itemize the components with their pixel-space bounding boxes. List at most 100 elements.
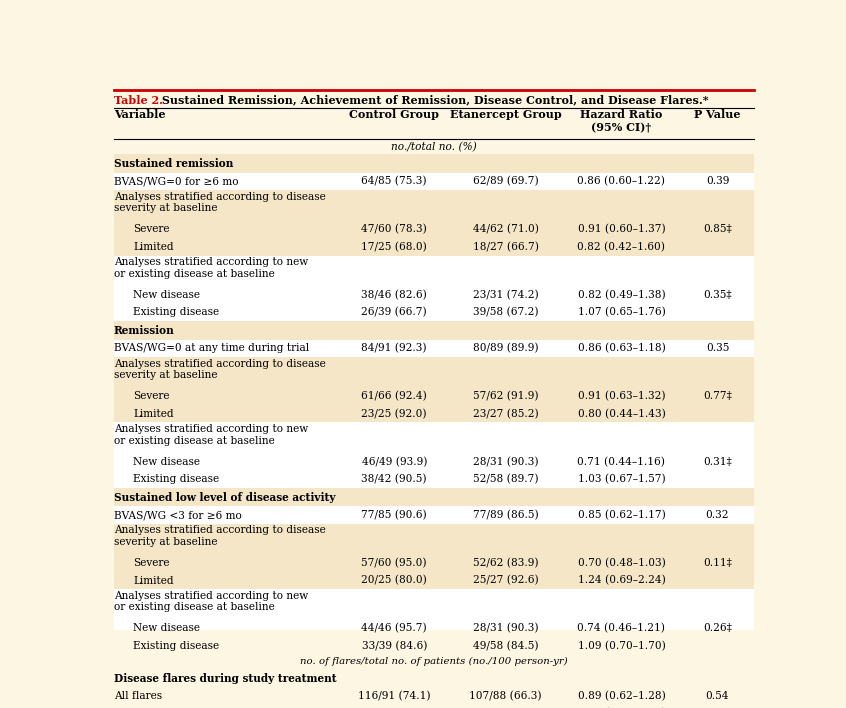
Text: 25/27 (92.6): 25/27 (92.6) [473,576,539,586]
Text: 1.03 (0.67–1.57): 1.03 (0.67–1.57) [578,474,665,484]
Text: Etanercept Group: Etanercept Group [450,110,562,120]
Bar [113,572,754,589]
Text: BVAS/WG=0 for ≥6 mo: BVAS/WG=0 for ≥6 mo [113,176,238,186]
Text: 49/58 (84.5): 49/58 (84.5) [473,641,538,651]
Text: 0.32: 0.32 [706,510,729,520]
Text: 20/25 (80.0): 20/25 (80.0) [361,576,427,586]
Bar [113,173,754,190]
Text: Control Group: Control Group [349,110,439,120]
Text: 62/89 (69.7): 62/89 (69.7) [473,176,539,187]
Bar [113,387,754,405]
Text: 52/58 (89.7): 52/58 (89.7) [473,474,538,484]
Text: 18/27 (66.7): 18/27 (66.7) [473,241,539,252]
Text: 77/89 (86.5): 77/89 (86.5) [473,510,539,520]
Text: 23/31 (74.2): 23/31 (74.2) [473,290,539,300]
Text: 44/46 (95.7): 44/46 (95.7) [361,623,427,634]
Text: 0.71 (0.44–1.16): 0.71 (0.44–1.16) [578,457,665,467]
Text: Analyses stratified according to disease
severity at baseline: Analyses stratified according to disease… [113,525,326,547]
Text: 0.85 (0.62–1.17): 0.85 (0.62–1.17) [578,510,665,520]
Text: 0.11‡: 0.11‡ [703,558,732,568]
Bar [113,524,754,554]
Bar [113,687,754,704]
Text: 0.82 (0.42–1.60): 0.82 (0.42–1.60) [578,241,665,252]
Text: Limited: Limited [134,242,174,252]
Bar [113,554,754,572]
Bar [113,488,754,506]
Text: 0.80 (0.44–1.43): 0.80 (0.44–1.43) [578,409,665,419]
Text: Variable: Variable [113,110,165,120]
Bar [113,704,754,708]
Bar [113,506,754,524]
Text: 38/42 (90.5): 38/42 (90.5) [361,474,427,484]
Bar [113,154,754,173]
Text: Sustained low level of disease activity: Sustained low level of disease activity [113,491,335,503]
Text: 0.89 (0.62–1.28): 0.89 (0.62–1.28) [578,691,665,701]
Text: Existing disease: Existing disease [134,307,219,317]
Bar [113,669,754,687]
Text: 0.35‡: 0.35‡ [703,290,732,300]
Text: 0.85‡: 0.85‡ [703,224,732,234]
Text: 0.86 (0.63–1.18): 0.86 (0.63–1.18) [578,343,665,353]
Bar [113,357,754,387]
Bar [113,405,754,423]
Text: New disease: New disease [134,624,201,634]
Text: no./total no. (%): no./total no. (%) [391,142,476,152]
Text: Table 2.: Table 2. [113,95,162,105]
Text: no. of flares/total no. of patients (no./100 person-yr): no. of flares/total no. of patients (no.… [299,657,568,666]
Bar [113,190,754,221]
Text: 0.91 (0.63–1.32): 0.91 (0.63–1.32) [578,391,665,401]
Text: 1.24 (0.69–2.24): 1.24 (0.69–2.24) [578,576,665,586]
Text: Analyses stratified according to disease
severity at baseline: Analyses stratified according to disease… [113,359,326,380]
Text: Limited: Limited [134,409,174,418]
Text: 46/49 (93.9): 46/49 (93.9) [361,457,427,467]
Bar [113,423,754,453]
Bar [113,620,754,637]
Text: 107/88 (66.3): 107/88 (66.3) [470,691,542,701]
Bar [113,589,754,620]
Text: 1.09 (0.70–1.70): 1.09 (0.70–1.70) [578,641,665,651]
Text: 17/25 (68.0): 17/25 (68.0) [361,241,427,252]
Bar [113,256,754,286]
Text: 0.39: 0.39 [706,176,729,186]
Text: 57/60 (95.0): 57/60 (95.0) [361,558,427,569]
Text: 0.31‡: 0.31‡ [703,457,732,467]
Text: 23/27 (85.2): 23/27 (85.2) [473,409,539,419]
Bar [113,304,754,321]
Text: 64/85 (75.3): 64/85 (75.3) [361,176,427,187]
Bar [113,221,754,238]
Text: 26/39 (66.7): 26/39 (66.7) [361,307,427,317]
Bar [113,321,754,340]
Text: New disease: New disease [134,457,201,467]
Bar [113,238,754,256]
Text: Analyses stratified according to new
or existing disease at baseline: Analyses stratified according to new or … [113,591,308,612]
Text: 0.86 (0.60–1.22): 0.86 (0.60–1.22) [578,176,665,187]
Text: 33/39 (84.6): 33/39 (84.6) [361,641,427,651]
Text: New disease: New disease [134,290,201,300]
Text: Analyses stratified according to new
or existing disease at baseline: Analyses stratified according to new or … [113,257,308,279]
Text: 0.77‡: 0.77‡ [703,392,732,401]
Text: 39/58 (67.2): 39/58 (67.2) [473,307,538,317]
Text: 0.54: 0.54 [706,691,729,701]
Text: Remission: Remission [113,325,174,336]
Text: 28/31 (90.3): 28/31 (90.3) [473,623,538,634]
Text: 23/25 (92.0): 23/25 (92.0) [361,409,427,419]
Bar [113,637,754,655]
Text: 0.74 (0.46–1.21): 0.74 (0.46–1.21) [578,623,665,634]
Text: Hazard Ratio
(95% CI)†: Hazard Ratio (95% CI)† [580,110,662,133]
Text: 1.07 (0.65–1.76): 1.07 (0.65–1.76) [578,307,665,317]
Text: Sustained remission: Sustained remission [113,158,233,169]
Text: Analyses stratified according to disease
severity at baseline: Analyses stratified according to disease… [113,192,326,213]
Text: 57/62 (91.9): 57/62 (91.9) [473,391,538,401]
Text: 44/62 (71.0): 44/62 (71.0) [473,224,539,234]
Text: 38/46 (82.6): 38/46 (82.6) [361,290,427,300]
Text: Sustained Remission, Achievement of Remission, Disease Control, and Disease Flar: Sustained Remission, Achievement of Remi… [158,95,709,105]
Text: 0.26‡: 0.26‡ [703,624,732,634]
Text: Severe: Severe [134,224,170,234]
Bar [113,340,754,357]
Text: Severe: Severe [134,558,170,568]
Text: Existing disease: Existing disease [134,474,219,484]
Text: Analyses stratified according to new
or existing disease at baseline: Analyses stratified according to new or … [113,424,308,445]
Text: 47/60 (78.3): 47/60 (78.3) [361,224,427,234]
Text: 0.82 (0.49–1.38): 0.82 (0.49–1.38) [578,290,665,300]
Bar [113,470,754,488]
